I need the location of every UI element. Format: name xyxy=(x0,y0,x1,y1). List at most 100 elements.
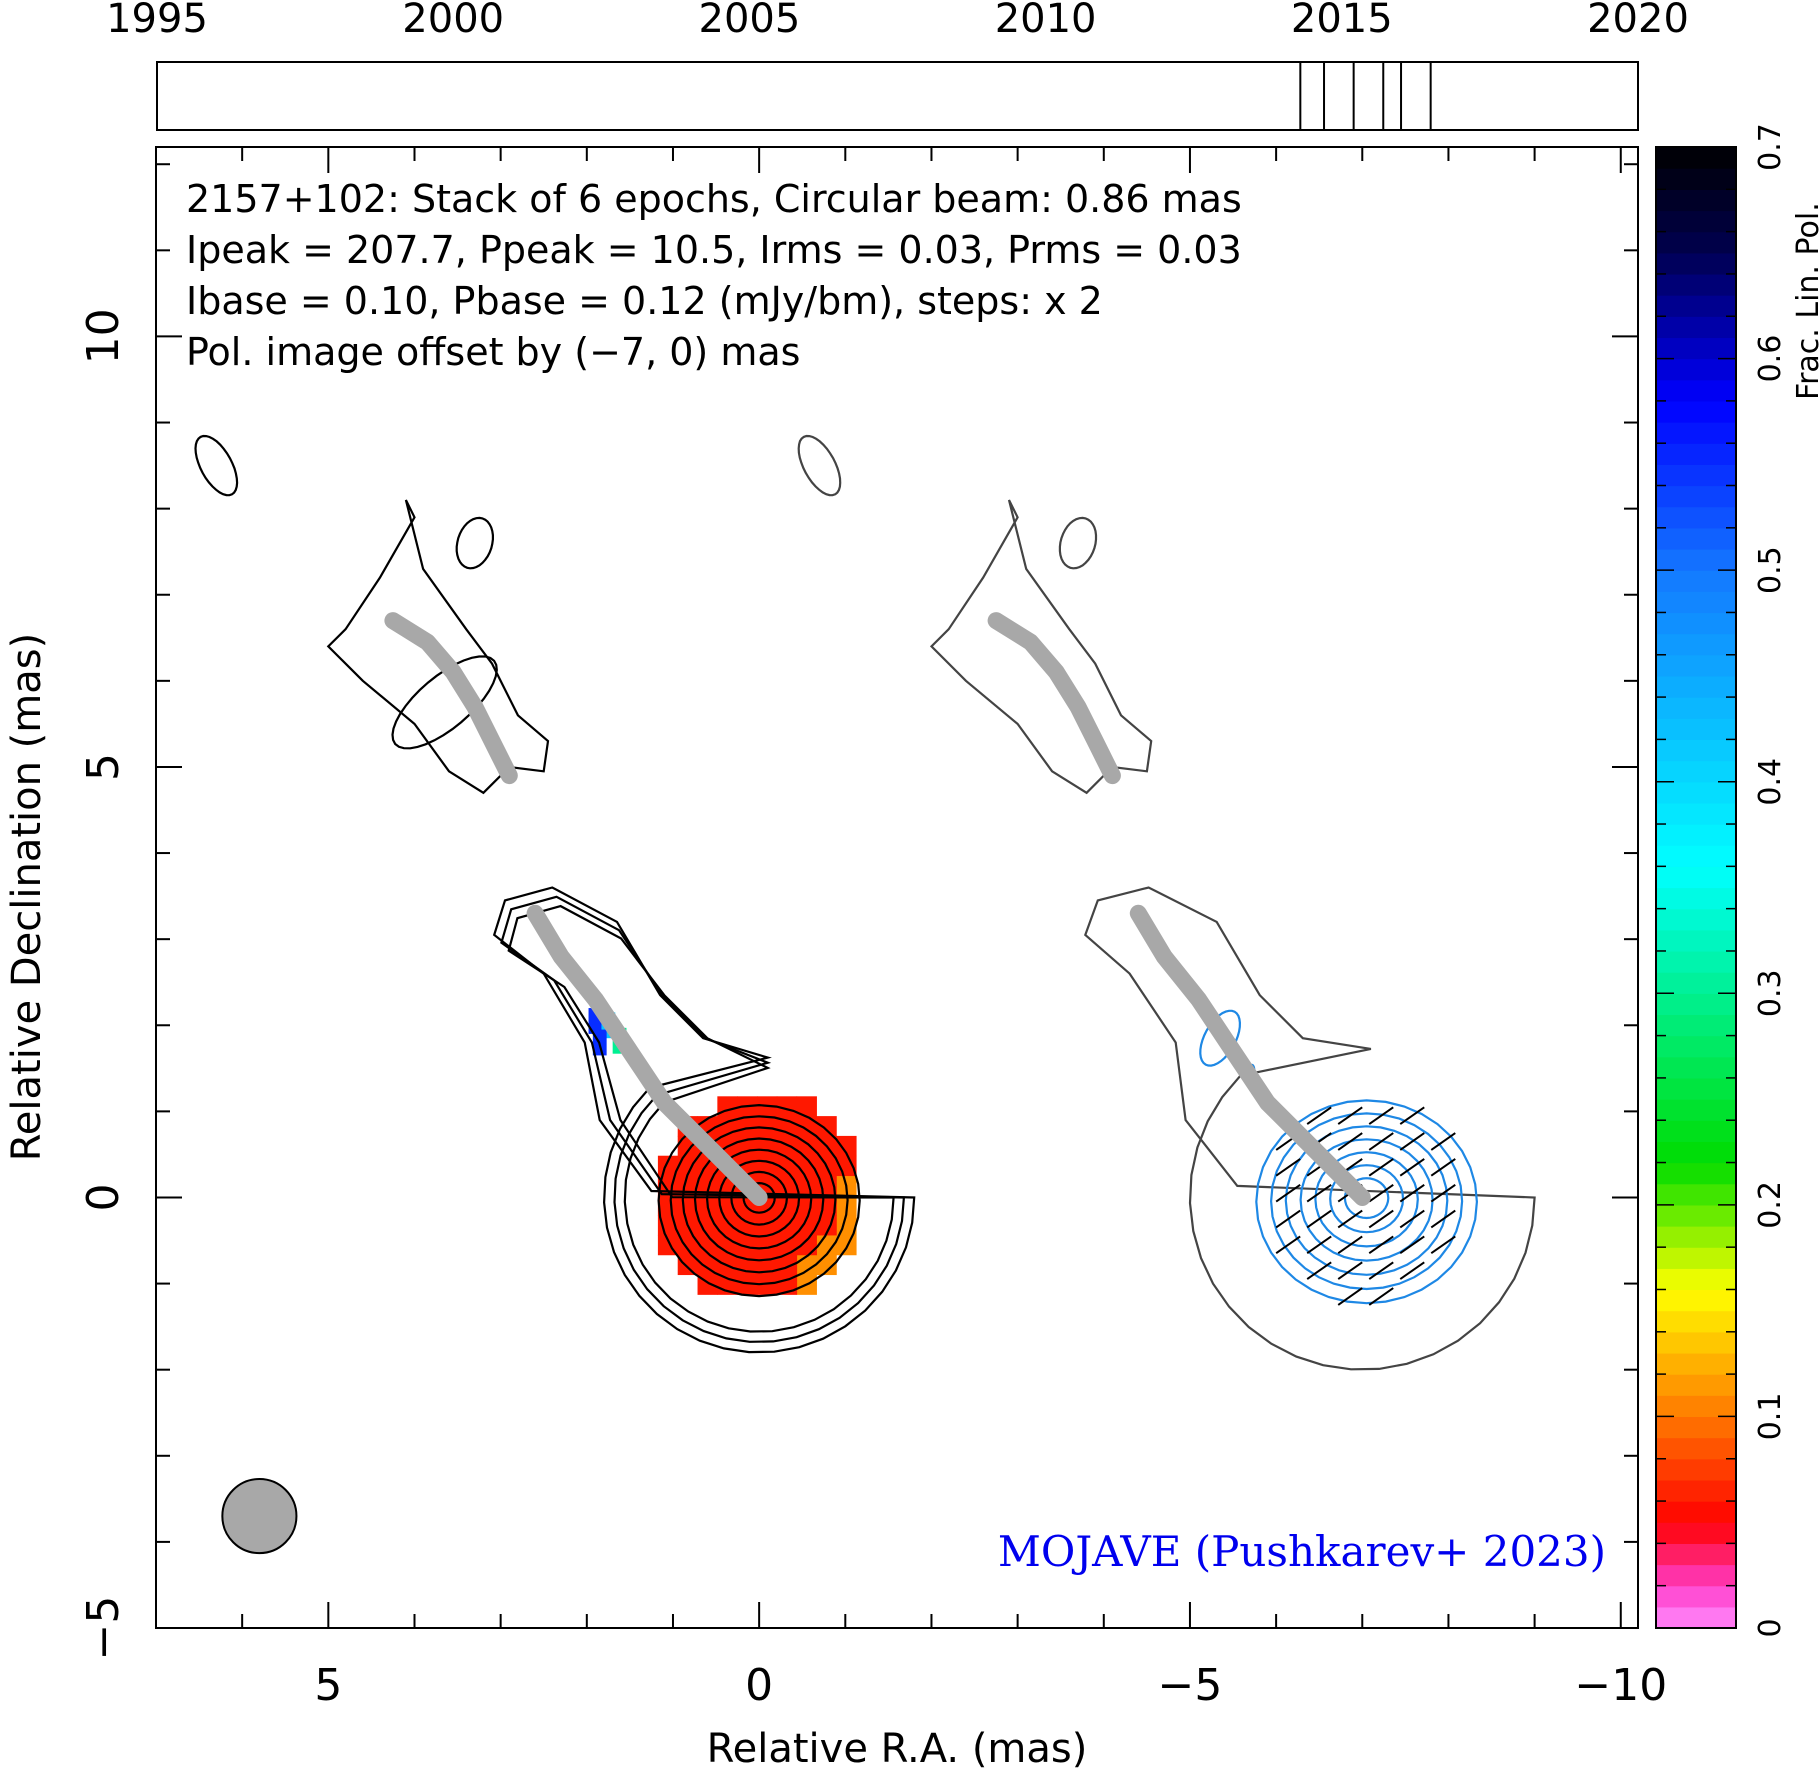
stokes-i-contour-knot xyxy=(194,434,239,497)
stokes-i-contour xyxy=(657,1103,861,1298)
colorbar-step xyxy=(1656,1501,1736,1523)
colorbar-step xyxy=(1656,316,1736,339)
evpa-tick xyxy=(1275,1235,1301,1255)
axis-ticks xyxy=(155,147,1638,1629)
evpa-tick xyxy=(1399,1158,1425,1177)
evpa-tick xyxy=(1399,1209,1425,1229)
fpol-pixel xyxy=(796,1175,817,1196)
fpol-pixel xyxy=(776,1234,798,1256)
colorbar-step xyxy=(1656,1014,1736,1037)
evpa-tick xyxy=(1430,1132,1456,1151)
fpol-pixel xyxy=(737,1274,758,1295)
colorbar-step xyxy=(1656,1585,1736,1608)
colorbar-tick-labels: 0 0.1 0.2 0.3 0.4 0.5 0.6 0.7 xyxy=(1753,123,1788,1637)
evpa-tick xyxy=(1306,1261,1332,1280)
timeline-frame xyxy=(156,61,1639,131)
colorbar-step xyxy=(1656,1204,1736,1227)
colorbar-step xyxy=(1656,1564,1736,1587)
fpol-pixel xyxy=(697,1254,718,1276)
colorbar-step xyxy=(1656,1543,1736,1566)
image-frame xyxy=(155,146,1639,1629)
colorbar-step xyxy=(1656,506,1736,529)
stokes-i-contours xyxy=(194,434,916,1354)
colorbar-tick-label: 0.6 xyxy=(1753,335,1788,383)
stokes-i-contour xyxy=(693,1137,825,1262)
beam-marker xyxy=(221,1478,298,1555)
offset-i-contour-outer xyxy=(929,499,1153,795)
timeline-epoch-markers xyxy=(1299,62,1432,130)
colorbar-step xyxy=(1656,1479,1736,1502)
fpol-pixel xyxy=(737,1234,758,1256)
colorbar-step xyxy=(1656,168,1736,190)
colorbar-step xyxy=(1656,273,1736,296)
fpol-pixel xyxy=(677,1234,699,1256)
colorbar-step xyxy=(1656,908,1736,931)
fpol-pixel xyxy=(776,1254,798,1276)
evpa-tick xyxy=(1337,1261,1363,1280)
evpa-tick xyxy=(1337,1106,1363,1125)
x-tick-labels: 5 0 −5 −10 xyxy=(314,1660,1667,1711)
evpa-tick xyxy=(1306,1106,1332,1125)
colorbar-step xyxy=(1656,210,1736,233)
colorbar-step xyxy=(1656,485,1736,508)
evpa-tick xyxy=(1275,1183,1301,1203)
evpa-tick xyxy=(1337,1235,1363,1255)
colorbar-step xyxy=(1656,379,1736,402)
evpa-tick xyxy=(1306,1209,1332,1229)
colorbar-title: Frac. Lin. Pol. xyxy=(1791,202,1819,400)
y-tick-labels: −5 0 5 10 xyxy=(78,308,129,1660)
colorbar-step xyxy=(1656,950,1736,973)
colorbar-tick-label: 0.4 xyxy=(1753,758,1788,806)
fpol-pixel xyxy=(836,1135,857,1157)
evpa-tick xyxy=(1368,1158,1394,1177)
colorbar-step xyxy=(1656,760,1736,783)
stokes-i-contour-outer xyxy=(326,499,550,795)
fpol-pixel xyxy=(796,1116,817,1137)
evpa-tick xyxy=(1337,1132,1363,1151)
colorbar-step xyxy=(1656,295,1736,317)
colorbar-step xyxy=(1656,443,1736,465)
colorbar-frame xyxy=(1655,146,1737,1629)
fpol-pixel xyxy=(776,1135,798,1157)
stokes-i-contour xyxy=(705,1148,813,1250)
pol-contour xyxy=(1314,1151,1419,1248)
colorbar-tick-label: 0.5 xyxy=(1753,546,1788,594)
stokes-i-contour xyxy=(492,886,916,1354)
stokes-i-contour-knot xyxy=(455,516,494,570)
colorbar-tick-label: 0.7 xyxy=(1753,123,1788,171)
colorbar-step xyxy=(1656,189,1736,212)
ridge-line xyxy=(384,612,518,785)
colorbar-step xyxy=(1656,1226,1736,1248)
image-frame-bg xyxy=(156,147,1638,1628)
timeline-tick-label: 2000 xyxy=(402,0,504,42)
ridge-line xyxy=(987,612,1121,785)
y-tick-label: 0 xyxy=(78,1183,129,1211)
colorbar-step xyxy=(1656,654,1736,677)
colorbar-step xyxy=(1656,252,1736,275)
colorbar-step xyxy=(1656,824,1736,846)
header-line-2: Ipeak = 207.7, Ppeak = 10.5, Irms = 0.03… xyxy=(186,228,1242,272)
fpol-pixel xyxy=(657,1195,679,1216)
x-tick-label: −5 xyxy=(1158,1660,1223,1711)
x-axis-title: Relative R.A. (mas) xyxy=(707,1726,1088,1772)
colorbar-step xyxy=(1656,1268,1736,1291)
evpa-tick xyxy=(1430,1158,1456,1177)
colorbar-step xyxy=(1656,1437,1736,1460)
colorbar-step xyxy=(1656,570,1736,592)
evpa-tick xyxy=(1399,1132,1425,1151)
offset-note: Pol. image offset by (−7, 0) mas xyxy=(186,330,800,374)
evpa-tick xyxy=(1368,1209,1394,1229)
pol-contour xyxy=(1255,1099,1479,1305)
colorbar-step xyxy=(1656,1522,1736,1544)
colorbar-step xyxy=(1656,1289,1736,1312)
evpa-tick xyxy=(1430,1183,1456,1203)
colorbar-step xyxy=(1656,1099,1736,1121)
colorbar-colors xyxy=(1656,147,1736,1629)
evpa-tick xyxy=(1399,1235,1425,1255)
timeline-tick-label: 1995 xyxy=(106,0,208,42)
colorbar-step xyxy=(1656,358,1736,381)
colorbar-step xyxy=(1656,993,1736,1016)
evpa-tick xyxy=(1337,1287,1363,1306)
colorbar-step xyxy=(1656,548,1736,571)
ridge-lines xyxy=(384,612,1371,1206)
